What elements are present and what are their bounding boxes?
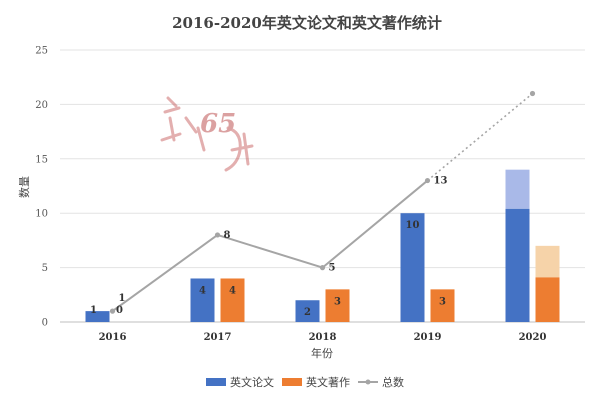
bar-books [220,278,245,322]
legend-label-papers: 英文论文 [230,375,274,389]
bar-books [430,289,455,322]
bar-papers [85,311,110,322]
total-line-segment [217,234,323,269]
total-data-label: 5 [329,263,336,274]
total-line-projected-segment [426,92,534,182]
y-tick-label: 20 [35,100,48,111]
total-point [424,177,431,184]
legend-label-books: 英文著作 [306,375,350,389]
watermark-number: 65 [200,109,236,139]
y-tick-label: 5 [42,263,48,274]
bar-projected-books [535,245,560,278]
data-labels: 1 4 2 10 0 4 3 3 1 8 5 13 [90,176,447,319]
bar-data-label: 10 [406,220,420,231]
x-axis-ticks: 2016 2017 2018 2019 2020 [99,332,547,343]
x-axis-label: 年份 [311,346,333,360]
bars [85,169,560,322]
watermark-brush-strokes [160,96,254,172]
legend-swatch-papers [206,378,226,386]
x-tick-label: 2016 [99,332,127,343]
y-tick-label: 15 [35,154,48,165]
total-data-label: 13 [434,176,448,187]
bar-papers [400,213,425,322]
y-tick-label: 10 [35,209,48,220]
total-data-label: 1 [119,293,126,304]
bar-papers [190,278,215,322]
bar-data-label: 3 [334,296,341,307]
bar-data-label: 0 [116,305,123,316]
y-tick-label: 0 [42,318,48,329]
x-tick-label: 2020 [519,332,547,343]
total-point [109,308,116,314]
total-point [214,232,221,238]
total-point [529,90,536,97]
bar-data-label: 1 [90,305,97,316]
bar-data-label: 2 [304,307,311,318]
y-axis-label: 数量 [18,176,31,198]
bar-data-label: 3 [439,296,446,307]
legend: 英文论文 英文著作 总数 [206,375,404,389]
total-line [109,90,536,314]
bar-papers [295,300,320,322]
bar-data-label: 4 [229,285,236,296]
y-axis-ticks: 0 5 10 15 20 25 [35,46,48,329]
total-data-label: 8 [224,230,231,241]
legend-swatch-books [282,378,302,386]
total-point [319,265,326,271]
legend-label-total: 总数 [382,375,404,389]
bar-data-label: 4 [199,285,206,296]
total-line-segment [111,234,219,312]
gridlines [60,49,585,323]
bar-papers [505,208,530,322]
watermark-stamp: 65 [160,96,254,172]
chart-title: 2016-2020年英文论文和英文著作统计 [172,14,442,32]
total-line-segment [321,179,429,269]
x-tick-label: 2017 [204,332,232,343]
y-tick-label: 25 [35,46,48,57]
bar-projected-papers [505,169,530,209]
x-tick-label: 2018 [309,332,337,343]
x-tick-label: 2019 [414,332,442,343]
bar-books [325,289,350,322]
bar-books [535,277,560,322]
legend-marker-total [365,379,371,385]
